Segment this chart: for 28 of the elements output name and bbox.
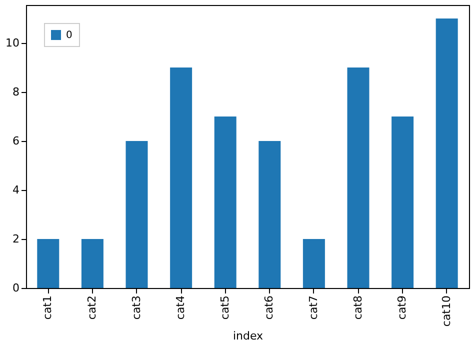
bar	[302, 238, 325, 288]
x-tick-label: cat5	[218, 296, 232, 320]
bar	[214, 116, 236, 288]
bar	[81, 238, 104, 288]
x-tick-label: cat8	[351, 296, 364, 320]
x-tick-label: cat10	[440, 296, 453, 327]
x-tick-label: cat7	[306, 296, 320, 320]
bar	[347, 67, 370, 288]
y-tick-label: 10	[6, 36, 20, 50]
bar	[126, 140, 148, 288]
bar	[258, 140, 281, 288]
bar	[392, 116, 414, 288]
y-tick-label: 4	[12, 183, 20, 196]
x-tick-label: cat1	[41, 296, 54, 320]
y-tick-label: 8	[12, 85, 20, 98]
x-tick-label: cat4	[174, 296, 188, 320]
y-tick-label: 6	[12, 134, 20, 148]
legend-label: 0	[66, 30, 72, 41]
x-axis-title: index	[232, 330, 264, 343]
x-tick-label: cat3	[130, 296, 143, 320]
bar	[37, 238, 60, 288]
bar	[170, 67, 192, 288]
bar	[436, 18, 458, 288]
x-tick-label: cat6	[262, 296, 276, 320]
y-tick-label: 2	[12, 232, 20, 246]
x-tick-label: cat2	[85, 296, 98, 320]
y-tick-label: 0	[12, 282, 20, 294]
x-tick-label: cat9	[396, 296, 409, 320]
